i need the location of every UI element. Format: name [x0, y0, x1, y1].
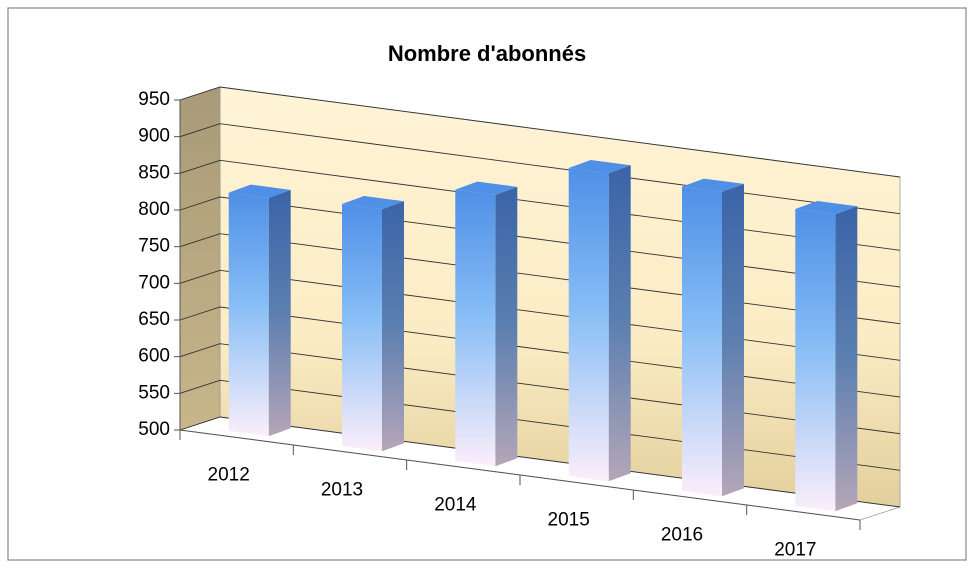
bar-front	[342, 204, 382, 452]
y-tick-label: 750	[138, 236, 170, 257]
grid-line	[179, 196, 901, 288]
x-tick-label: 2013	[321, 480, 363, 501]
y-tick-label: 800	[138, 199, 170, 220]
y-tick-label: 500	[138, 419, 170, 440]
bar-side	[268, 189, 291, 437]
x-tick-label: 2015	[548, 510, 590, 531]
grid-line	[179, 306, 901, 398]
bar-front	[682, 186, 722, 497]
grid-line	[179, 269, 901, 361]
x-tick-label: 2017	[774, 540, 816, 561]
grid-line	[179, 343, 901, 435]
bar	[455, 181, 518, 467]
grid-line	[179, 416, 901, 508]
grid-line	[179, 123, 901, 215]
chart-title: Nombre d'abonnés	[388, 41, 586, 66]
bar-front	[795, 209, 836, 512]
bar-side	[495, 186, 518, 467]
y-tick-label: 900	[138, 126, 170, 147]
bar	[682, 178, 744, 497]
bar-front	[568, 168, 609, 482]
x-tick-label: 2014	[434, 495, 477, 516]
bar	[228, 184, 291, 437]
y-tick-label: 550	[138, 382, 170, 403]
y-tick-label: 850	[138, 162, 170, 183]
y-tick-label: 950	[138, 89, 170, 110]
grid-line	[179, 159, 901, 251]
bar-top	[568, 160, 631, 174]
grid-line	[179, 233, 901, 325]
bar	[795, 201, 858, 512]
bar-top	[682, 178, 744, 192]
bar-front	[228, 192, 269, 437]
side-wall	[179, 86, 221, 431]
y-tick-label: 600	[138, 346, 170, 367]
grid-line	[179, 86, 901, 178]
bar-side	[722, 183, 744, 497]
x-tick-label: 2012	[208, 465, 250, 486]
bar-front	[455, 189, 496, 467]
y-tick-label: 650	[138, 309, 170, 330]
bar-side	[835, 206, 858, 512]
bar-side	[382, 201, 404, 452]
x-tick-label: 2016	[661, 525, 703, 546]
bar-top	[228, 184, 291, 198]
bar	[342, 196, 404, 452]
bar-top	[342, 196, 404, 210]
y-tick-label: 700	[138, 272, 170, 293]
grid-line	[179, 379, 901, 471]
bar-top	[455, 181, 518, 195]
bar-side	[608, 165, 631, 482]
bar-top	[795, 201, 858, 215]
bar	[568, 160, 631, 482]
